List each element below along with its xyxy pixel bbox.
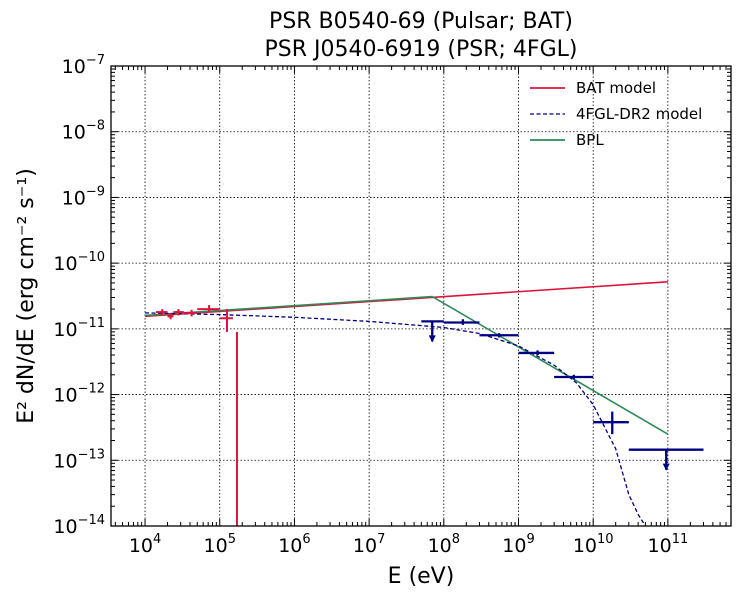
legend-label: BPL [576,131,604,149]
x-tick-label: 106 [278,532,310,557]
bat-model-line [144,281,668,318]
grid [111,65,731,527]
axis-ticks: 104 105 106 107 108 109 1010 1011 10−14 10−13 10−1… [53,53,732,557]
plot-area [144,281,704,526]
plot-frame [110,65,732,527]
x-tick-label: 108 [428,532,460,557]
y-tick-label: 10−13 [53,447,105,472]
y-tick-label: 10−11 [53,316,105,341]
legend: BAT model 4FGL-DR2 model BPL [530,79,702,149]
legend-label: BAT model [576,79,656,97]
x-tick-label: 105 [204,532,236,557]
bpl-line [144,295,669,435]
legend-label: 4FGL-DR2 model [576,105,702,123]
y-tick-label: 10−10 [53,250,105,275]
x-tick-label: 107 [353,532,385,557]
y-axis-label: E² dN/dE (erg cm⁻² s⁻¹) [14,168,39,424]
y-tick-label: 10−8 [62,119,105,144]
y-tick-label: 10−9 [62,184,105,209]
x-tick-label: 1011 [648,532,689,557]
chart-title-line-1: PSR B0540-69 (Pulsar; BAT) [269,9,573,34]
4fgl-dr2-model-line [145,312,646,526]
x-tick-label: 1010 [573,532,614,557]
y-tick-label: 10−12 [53,382,105,407]
y-tick-label: 10−7 [62,53,105,78]
x-axis-label: E (eV) [388,564,455,589]
lat-upper-limit-arrow [662,463,670,471]
x-tick-label: 109 [502,532,534,557]
x-tick-label: 104 [129,532,161,557]
chart-title-line-2: PSR J0540-6919 (PSR; 4FGL) [265,37,578,62]
lat-upper-limit-arrow [428,335,436,343]
chart-title: PSR B0540-69 (Pulsar; BAT) PSR J0540-691… [265,9,578,62]
y-tick-label: 10−14 [53,513,105,538]
